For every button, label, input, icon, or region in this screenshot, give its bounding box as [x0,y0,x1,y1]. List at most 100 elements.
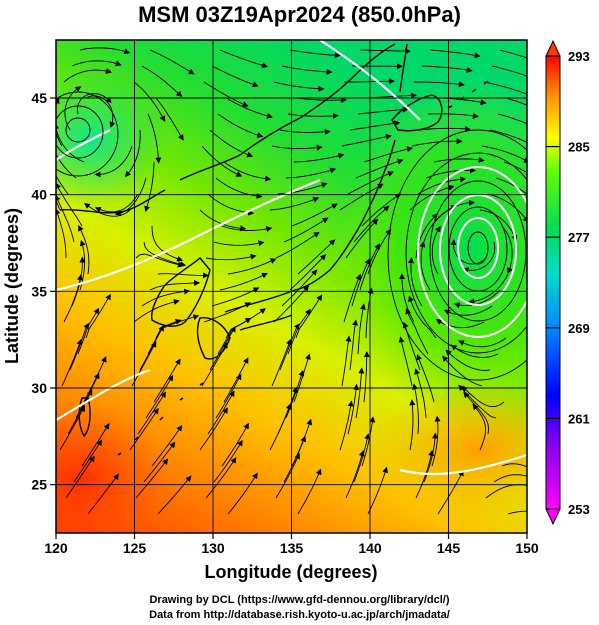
streamline [289,254,327,291]
streamline [365,92,417,99]
streamline [137,391,167,435]
streamline [483,81,527,97]
streamline [353,433,371,483]
y-tick-label: 35 [31,283,47,299]
streamline [56,194,75,243]
streamline [344,78,395,85]
streamline [419,125,471,132]
streamline [149,49,195,75]
streamline [468,273,509,305]
streamline [351,258,370,307]
streamline [81,423,110,467]
streamline [87,473,119,515]
streamline [297,239,336,275]
x-tick-label: 125 [123,540,147,556]
colorbar-tick-label: 253 [568,502,590,517]
streamline [94,145,133,178]
streamline [487,193,527,223]
streamline [225,97,273,119]
colorbar-max-arrow-icon [545,39,561,57]
streamline [491,65,527,77]
low-pressure-northwest [56,91,119,177]
streamline [223,161,272,182]
streamline [157,272,209,279]
x-axis-label: Longitude (degrees) [204,562,377,582]
y-tick-label: 40 [31,187,47,203]
x-tick-label: 120 [44,540,68,556]
streamline [293,152,345,163]
streamline [205,253,257,261]
plot-area [56,40,527,533]
streamline [269,196,320,211]
streamline [505,97,527,106]
streamline [151,424,183,467]
streamline [279,128,331,135]
streamline [453,289,501,309]
streamline [501,225,513,274]
streamline [349,319,358,371]
streamline [507,510,527,515]
streamline [429,49,481,59]
colorbar: 293 285 277 269 261 253 [545,39,590,526]
y-tick-label: 25 [31,477,47,493]
chart-title: MSM 03Z19Apr2024 (850.0hPa) [138,2,461,27]
streamline [409,184,455,211]
streamline [219,272,268,291]
streamline [269,403,292,451]
streamline [124,129,141,178]
streamline [417,176,467,195]
streamline [199,407,228,451]
streamline [221,422,249,467]
y-axis-label: Latitude (degrees) [2,208,22,364]
streamline [283,435,306,483]
streamline [341,133,392,147]
colorbar-min-arrow-icon [545,508,561,526]
streamline [157,475,192,515]
streamline [445,349,491,371]
streamline [414,368,427,419]
streamline [289,49,341,59]
streamline [221,225,273,232]
streamline [56,182,83,227]
streamline [78,225,90,275]
x-axis: 120 125 130 135 140 145 150 [44,533,539,556]
streamline [339,183,384,211]
streamline [357,303,366,355]
streamline [69,322,90,371]
streamline [227,472,258,515]
streamline [84,202,131,217]
streamline [213,439,243,483]
streamline [419,241,431,291]
low-pressure-east-streams [387,129,527,381]
streamline [143,441,176,483]
streamline [361,193,402,227]
colorbar-tick-label: 285 [568,140,590,155]
streamline [94,193,139,213]
y-tick-label: 45 [31,90,47,106]
colorbar-tick-label: 269 [568,321,590,336]
streamline [141,65,183,97]
streamline [227,258,277,275]
y-tick-label: 30 [31,380,47,396]
streamline [355,367,365,419]
streamline [363,351,370,403]
streamline [295,97,347,104]
streamline [416,353,435,403]
streamline [463,391,490,435]
colorbar-tick-label: 261 [568,411,590,426]
streamline [143,241,187,268]
streamline [85,293,111,339]
streamline [343,273,362,323]
streamline [357,106,409,115]
streamline [141,288,191,307]
streamline [415,449,435,499]
streamline [287,112,339,119]
streamline [77,307,100,355]
streamline [363,146,413,163]
streamline [479,209,518,242]
streamline [133,299,180,323]
streamline [219,49,269,69]
streamline [155,97,184,141]
streamline [398,336,413,387]
